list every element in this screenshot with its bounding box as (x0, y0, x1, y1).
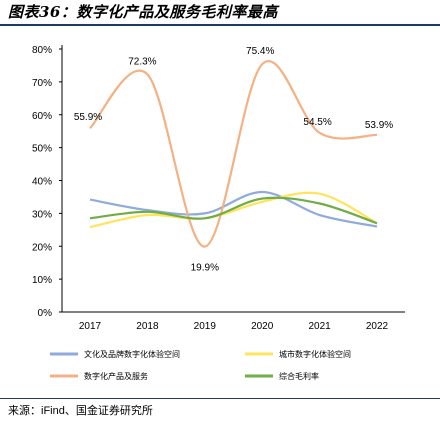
x-tick-label: 2021 (308, 321, 331, 332)
x-tick-label: 2020 (251, 321, 274, 332)
y-tick-label: 50% (32, 144, 52, 155)
data-label: 19.9% (191, 263, 219, 274)
legend-label: 数字化产品及服务 (84, 371, 148, 381)
chart-series (89, 60, 378, 248)
series-line-1 (89, 190, 378, 228)
series-line-3 (89, 60, 378, 248)
y-tick-label: 30% (32, 209, 52, 220)
chart-data-labels: 55.9% 72.3% 19.9% 75.4% 54.5% 53.9% (74, 46, 393, 273)
y-tick-label: 40% (32, 177, 52, 188)
footer-divider (0, 398, 440, 399)
legend-label: 城市数字化体验空间 (279, 349, 351, 359)
y-tick-label: 60% (32, 111, 52, 122)
y-tick-label: 10% (32, 275, 52, 286)
x-tick-label: 2019 (194, 321, 217, 332)
x-tick-label: 2018 (136, 321, 159, 332)
data-label: 55.9% (74, 112, 102, 123)
series-line-4 (89, 196, 378, 225)
y-tick-label: 0% (38, 308, 53, 319)
data-label: 54.5% (303, 117, 331, 128)
source-note: 来源：iFind、国金证券研究所 (8, 405, 153, 417)
series-line-2 (89, 191, 378, 229)
data-label: 72.3% (128, 56, 156, 67)
y-tick-label: 20% (32, 242, 52, 253)
chart-title: 图表36：数字化产品及服务毛利率最高 (8, 3, 278, 21)
y-tick-label: 80% (32, 45, 52, 56)
data-label: 53.9% (365, 120, 393, 131)
x-tick-label: 2022 (366, 321, 389, 332)
title-divider (0, 24, 440, 26)
x-tick-label: 2017 (79, 321, 102, 332)
chart-axes: 0% 10% 20% 30% 40% 50% 60% 70% 80% 2017 2018 2019 20… (32, 45, 405, 332)
legend-label: 文化及品牌数字化体验空间 (84, 349, 180, 359)
data-label: 75.4% (246, 46, 274, 57)
y-tick-label: 70% (32, 78, 52, 89)
legend-label: 综合毛利率 (279, 371, 319, 381)
